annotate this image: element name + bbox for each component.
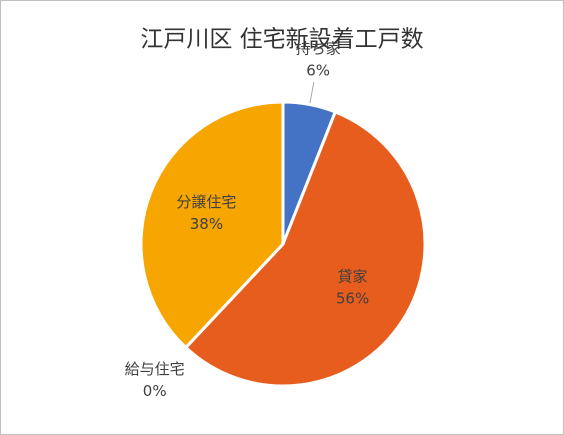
pie-slice — [139, 100, 285, 350]
value-label: 38% — [190, 215, 223, 233]
value-label: 56% — [336, 290, 369, 308]
category-label: 持ち家 — [296, 39, 341, 57]
category-label: 給与住宅 — [125, 360, 185, 378]
value-label: 0% — [143, 382, 167, 400]
chart-title: 江戸川区 住宅新設着工戸数 — [140, 27, 423, 53]
value-label: 6% — [306, 61, 330, 79]
category-label: 分譲住宅 — [176, 193, 236, 211]
pie-slice — [183, 110, 427, 388]
category-label: 貸家 — [338, 268, 368, 286]
leader-line — [309, 82, 315, 104]
